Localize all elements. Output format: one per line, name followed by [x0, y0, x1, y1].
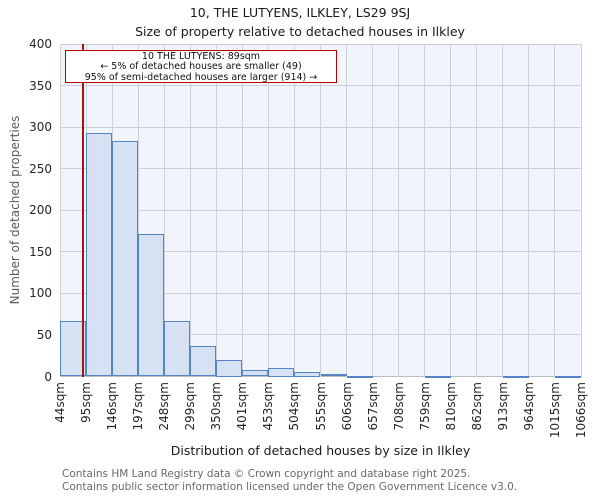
- x-tick-label: 401sqm: [235, 381, 250, 430]
- histogram-bar: [138, 234, 165, 377]
- x-gridline: [554, 44, 556, 377]
- histogram-bar: [268, 368, 295, 377]
- x-tick-label: 504sqm: [287, 381, 302, 430]
- x-gridline: [163, 44, 165, 377]
- footer-line-2: Contains public sector information licen…: [62, 480, 518, 493]
- x-tick-label: 759sqm: [417, 381, 432, 430]
- histogram-bar: [424, 375, 451, 378]
- chart-title: 10, THE LUTYENS, ILKLEY, LS29 9SJ: [189, 5, 411, 20]
- x-tick-label: 350sqm: [209, 381, 224, 430]
- x-gridline: [528, 44, 530, 377]
- x-gridline: [59, 44, 61, 377]
- histogram-bar: [216, 359, 243, 377]
- chart-subtitle: Size of property relative to detached ho…: [135, 24, 465, 39]
- histogram-bar: [502, 375, 529, 378]
- y-gridline: [60, 376, 581, 377]
- x-gridline: [398, 44, 400, 377]
- histogram-bar: [320, 374, 347, 377]
- y-tick-label: 250: [29, 161, 52, 176]
- x-tick-label: 248sqm: [157, 381, 172, 430]
- x-gridline: [502, 44, 504, 377]
- x-gridline: [267, 44, 269, 377]
- x-gridline: [215, 44, 217, 377]
- x-tick-label: 44sqm: [53, 381, 67, 423]
- x-gridline: [424, 44, 426, 377]
- x-tick-label: 1015sqm: [547, 381, 562, 438]
- y-tick-label: 50: [36, 327, 52, 342]
- annotation-callout: 10 THE LUTYENS: 89sqm ← 5% of detached h…: [65, 50, 337, 83]
- histogram-bar: [294, 372, 321, 377]
- x-tick-label: 913sqm: [495, 381, 510, 430]
- x-tick-label: 95sqm: [79, 381, 94, 423]
- x-gridline: [189, 44, 191, 377]
- x-gridline: [346, 44, 348, 377]
- x-tick-label: 708sqm: [391, 381, 406, 430]
- y-tick-label: 300: [29, 120, 52, 135]
- x-gridline: [476, 44, 478, 377]
- x-axis-title: Distribution of detached houses by size …: [170, 443, 471, 458]
- histogram-bar: [86, 132, 113, 377]
- y-tick-label: 350: [29, 78, 52, 93]
- histogram-bar: [242, 369, 269, 377]
- y-tick-label: 400: [29, 37, 52, 51]
- y-tick-label: 200: [29, 203, 52, 218]
- x-gridline: [580, 44, 582, 377]
- x-tick-label: 862sqm: [469, 381, 484, 430]
- x-tick-label: 606sqm: [339, 381, 354, 430]
- annotation-line-2: ← 5% of detached houses are smaller (49): [100, 61, 302, 73]
- x-tick-label: 197sqm: [131, 381, 146, 430]
- x-tick-label: 555sqm: [313, 381, 328, 430]
- x-tick-label: 1066sqm: [574, 381, 588, 438]
- x-gridline: [293, 44, 295, 377]
- histogram-bar: [554, 375, 581, 378]
- y-tick-label: 100: [29, 286, 52, 301]
- x-gridline: [320, 44, 321, 377]
- histogram-bar: [346, 375, 373, 378]
- annotation-line-3: 95% of semi-detached houses are larger (…: [84, 71, 318, 83]
- x-gridline: [372, 44, 374, 377]
- x-tick-label: 299sqm: [183, 381, 198, 430]
- histogram-bar: [190, 345, 217, 377]
- histogram-bar: [164, 320, 191, 377]
- x-gridline: [137, 44, 139, 377]
- y-tick-label: 150: [29, 244, 52, 259]
- x-gridline: [450, 44, 452, 377]
- x-tick-label: 453sqm: [261, 381, 276, 430]
- x-tick-label: 657sqm: [365, 381, 380, 430]
- x-tick-label: 810sqm: [443, 381, 458, 430]
- histogram-bar: [60, 320, 87, 377]
- property-size-marker-line: [81, 44, 84, 377]
- attribution-footer: Contains HM Land Registry data © Crown c…: [62, 468, 517, 493]
- x-gridline: [241, 44, 243, 377]
- y-tick-label: 0: [44, 369, 52, 384]
- histogram-bar: [112, 141, 139, 377]
- x-tick-label: 146sqm: [105, 381, 120, 430]
- footer-line-1: Contains HM Land Registry data © Crown c…: [62, 468, 471, 480]
- annotation-line-1: 10 THE LUTYENS: 89sqm: [141, 51, 261, 62]
- x-tick-label: 964sqm: [521, 381, 536, 430]
